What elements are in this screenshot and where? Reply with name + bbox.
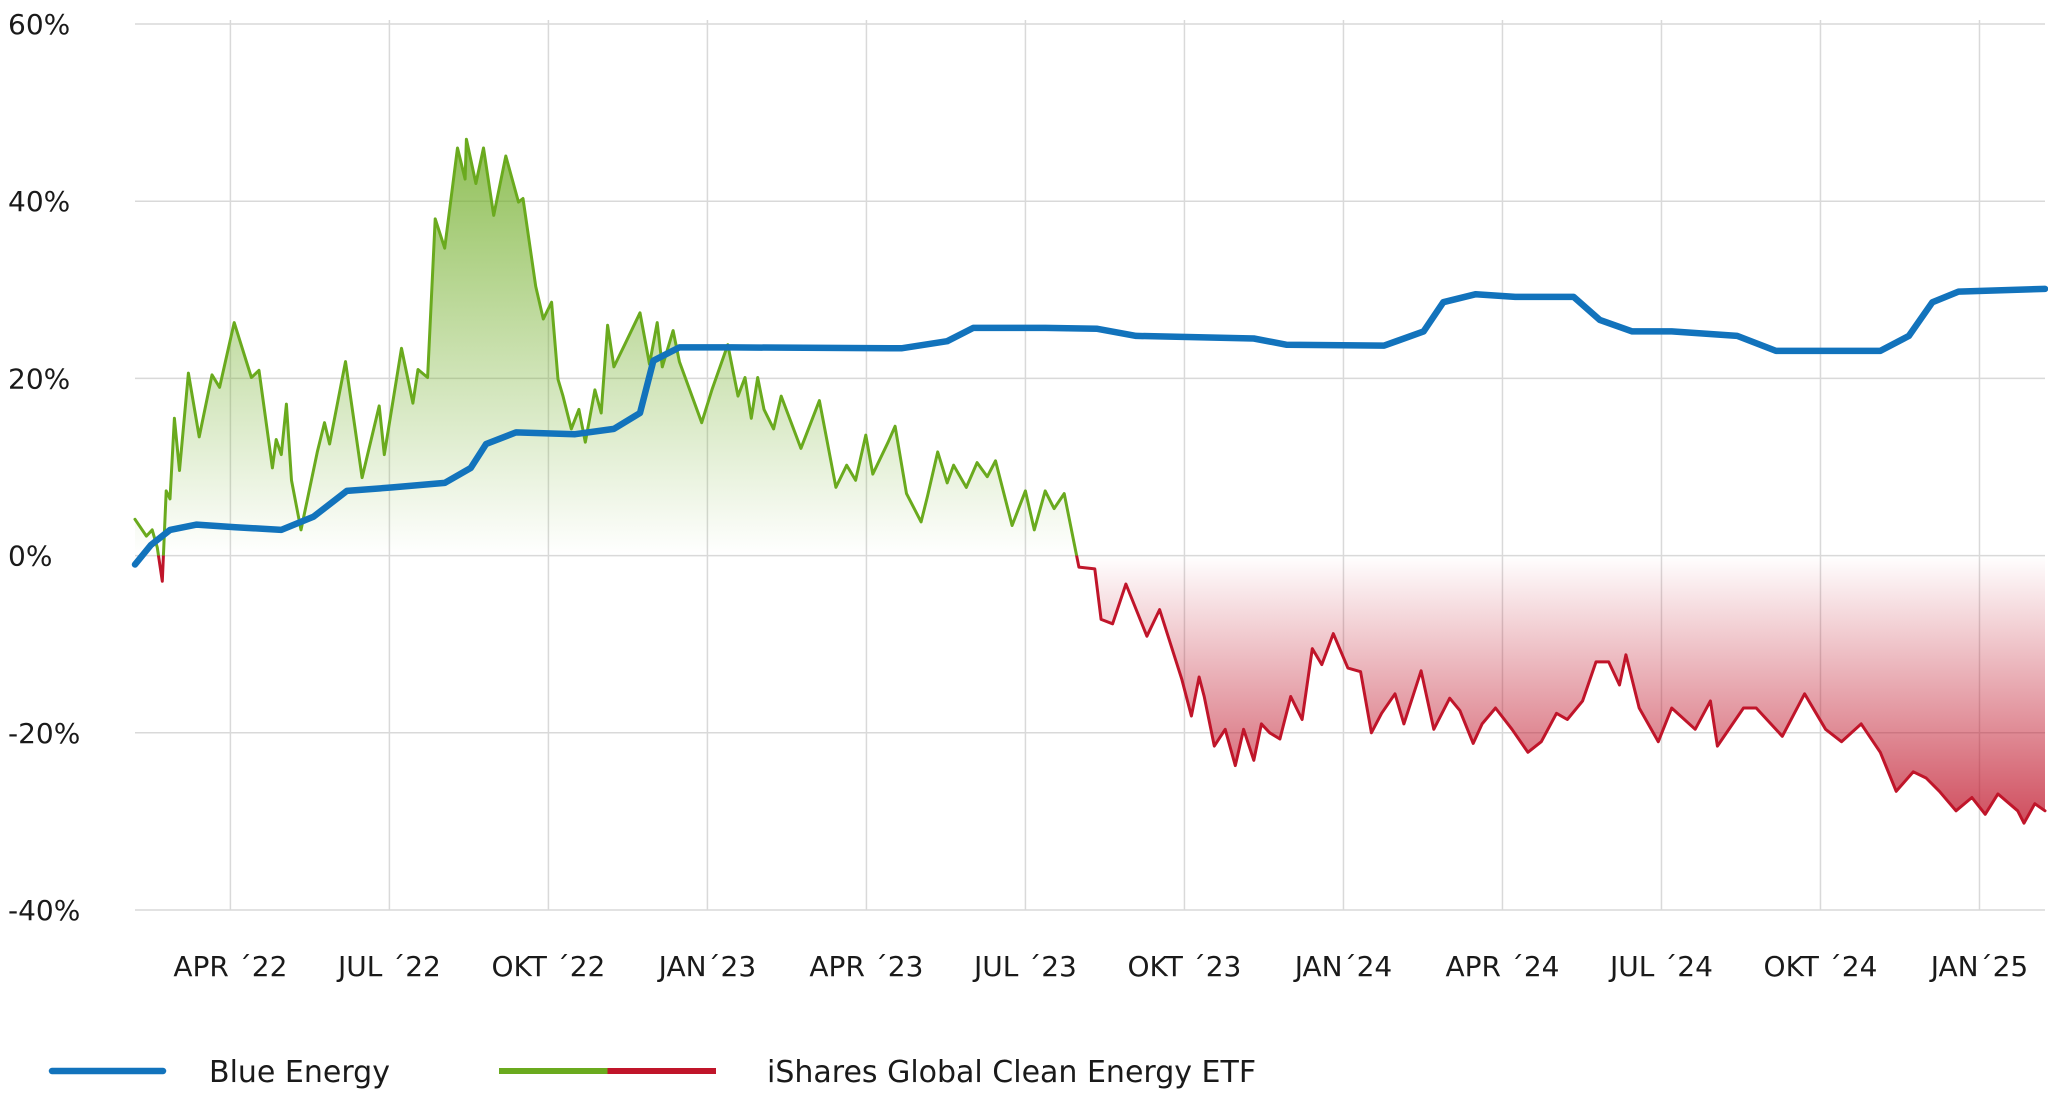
series-line: [133, 137, 2047, 825]
y-tick-label: 0%: [8, 540, 52, 573]
legend-label: iShares Global Clean Energy ETF: [767, 1055, 1256, 1090]
series-line: [131, 285, 2048, 568]
x-tick-label: OKT ´23: [1128, 950, 1242, 983]
x-tick-label: JUL ´23: [972, 950, 1077, 983]
x-tick-label: JAN´24: [1293, 950, 1393, 983]
y-tick-label: -20%: [8, 717, 80, 750]
x-tick-label: OKT ´22: [491, 950, 605, 983]
x-tick-label: APR ´23: [809, 950, 923, 983]
series-area: [135, 139, 2045, 824]
y-tick-label: -40%: [8, 894, 80, 927]
x-tick-label: APR ´24: [1445, 950, 1559, 983]
y-tick-label: 60%: [8, 8, 70, 41]
x-tick-label: JUL ´24: [1608, 950, 1713, 983]
x-tick-label: OKT ´24: [1764, 950, 1878, 983]
legend-label: Blue Energy: [209, 1055, 390, 1090]
y-tick-label: 40%: [8, 185, 70, 218]
x-tick-label: JUL ´22: [336, 950, 441, 983]
x-tick-label: JAN´25: [1929, 950, 2029, 983]
x-tick-label: APR ´22: [173, 950, 287, 983]
x-tick-label: JAN´23: [657, 950, 757, 983]
y-tick-label: 20%: [8, 362, 70, 395]
